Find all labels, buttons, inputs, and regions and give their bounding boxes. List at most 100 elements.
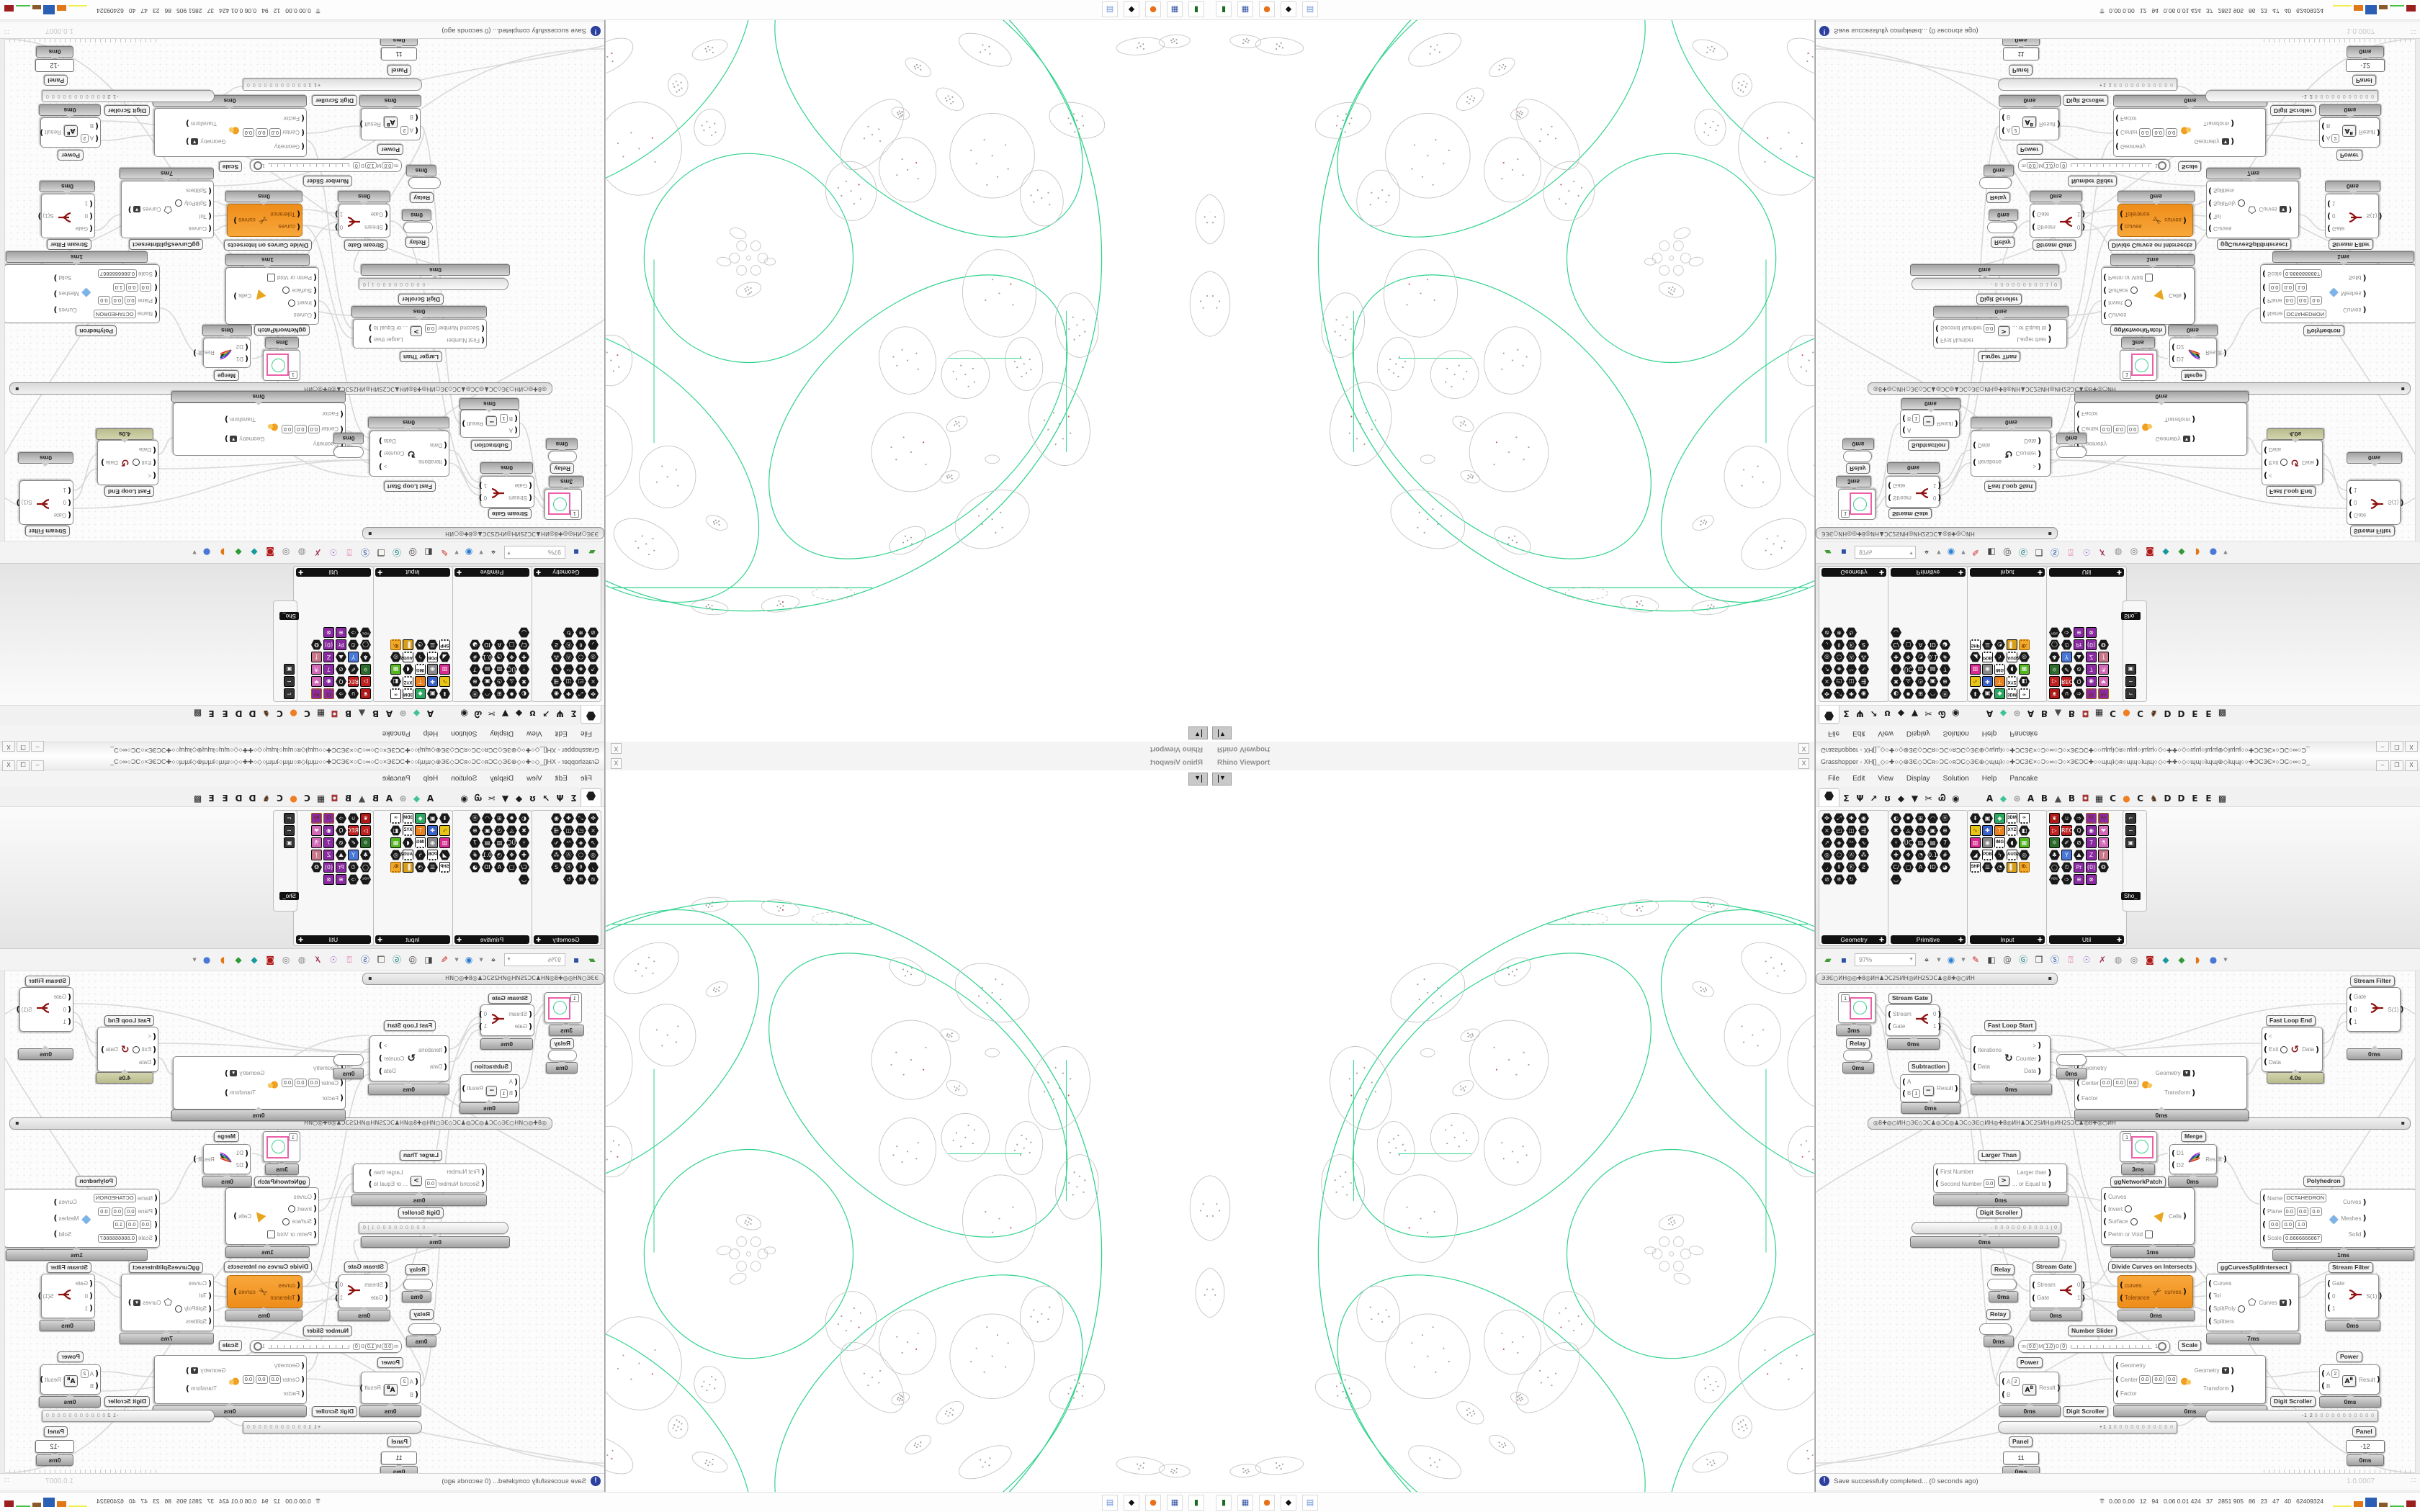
input-pin[interactable]: (A [500,1077,518,1086]
gha-icon[interactable]: Ⓖ [2018,955,2027,965]
gh-component[interactable]: (curves(Tolerance ✂ curves) [2118,1275,2193,1308]
chevron-down-icon[interactable]: ▼ [479,549,483,555]
output-pin[interactable]: Curves ▼) [128,205,161,215]
input-pin[interactable]: (< [133,1032,156,1041]
resize-grip-icon[interactable]: ∷ [2411,27,2416,35]
node-label-power[interactable]: Power [58,150,84,161]
node-label-stream-gate[interactable]: Stream Gate [488,508,532,519]
input-pin[interactable]: (Tolerance [270,210,300,219]
menu-edit[interactable]: Edit [1852,729,1865,737]
input-pin[interactable]: (curves [2120,1281,2150,1290]
bag-icon[interactable]: ⍰ [346,547,352,557]
node-label-polyhedron[interactable]: Polyhedron [76,1176,117,1187]
output-pin[interactable]: >) [2016,1041,2041,1050]
value-chip[interactable]: 0.0 [2296,1207,2309,1216]
output-pin[interactable]: 1) [335,210,343,220]
palette-icon[interactable]: ➩ [2074,688,2084,699]
gh-component[interactable]: (Geometry(Center0.00.00.0(Factor●●Geomet… [2074,1056,2247,1110]
palette-icon[interactable]: ➩ [336,688,346,699]
node-label-scale[interactable]: Scale [2178,161,2202,172]
palette-icon[interactable]: ✜ [1821,813,1832,824]
output-pin[interactable]: Result) [359,120,381,130]
menu-solution[interactable]: Solution [1942,775,1969,783]
palette-icon[interactable]: ⊘ [336,664,346,675]
input-pin[interactable]: (Geometry [282,440,344,449]
palette-icon[interactable]: ✚ [1891,652,1901,662]
palette-icon[interactable]: ◞ [1821,639,1832,650]
output-pin[interactable]: Result) [462,420,483,429]
input-pin[interactable]: (Perim or Void [266,1230,317,1239]
output-pin[interactable]: 0) [479,1009,487,1019]
palette-icon[interactable]: ∞ [390,688,401,699]
close-icon[interactable]: X [1798,743,1809,754]
palette-icon[interactable]: XYZ [403,825,413,836]
chevron-down-icon[interactable]: ▼ [1937,957,1941,963]
output-pin[interactable]: S(1)) [2388,498,2403,508]
palette-icon[interactable]: ◞ [588,639,599,650]
tab-category-9[interactable]: ◉ [460,793,468,804]
node-label-power[interactable]: Power [2017,1357,2043,1368]
output-pin[interactable]: Cells) [2169,292,2187,301]
palette-icon[interactable]: A≡ [2098,813,2109,824]
palette-icon[interactable]: Ⓚ [563,862,574,873]
value-chip[interactable]: 1 [500,1089,508,1098]
speaker-icon[interactable]: ◧ [424,955,433,965]
node-label-digit-scroller[interactable]: Digit Scroller [2270,1396,2316,1407]
palette-icon[interactable]: ◆ [415,813,426,824]
node-label-ggnetworkpatch[interactable]: ggNetworkPatch [2110,1176,2166,1187]
node-label-power[interactable]: Power [377,144,403,155]
node-label-fast-loop-end[interactable]: Fast Loop End [2266,1015,2316,1026]
node-label-stream-gate[interactable]: Stream Gate [344,240,387,251]
input-pin[interactable]: (First Number [425,1167,485,1176]
tab-plugin-13[interactable]: D [248,708,256,719]
palette-icon[interactable]: ❖ [1903,850,1914,860]
input-pin[interactable]: (1 [54,486,71,495]
output-pin[interactable]: Data) [101,1045,118,1054]
canvas-scrollbar[interactable] [2415,971,2420,1473]
palette-icon[interactable]: ◎ [390,850,401,860]
palette-icon[interactable]: ⚗ [2098,837,2109,848]
output-pin[interactable]: Result) [193,1154,215,1164]
palette-icon[interactable]: 7 [323,837,334,848]
palette-icon[interactable]: ▤ [482,664,493,675]
input-pin[interactable]: (Data [418,1062,447,1071]
palette-icon[interactable]: 3DM [403,813,413,824]
output-pin[interactable]: Solid) [2341,1230,2367,1238]
output-pin[interactable]: 0) [1933,494,1941,503]
palette-icon[interactable]: ⌐ [2125,688,2136,699]
node-label-power[interactable]: Power [2336,1351,2362,1362]
gh-component[interactable]: (A 2(B AB Result) [1999,1372,2061,1404]
gh-component[interactable]: (D1(D2 Result) [193,338,251,368]
focus-extents-icon[interactable]: ⌖ [1924,955,1930,965]
palette-icon[interactable]: ❖ [1903,652,1914,662]
palette-icon[interactable]: ◔ [494,850,505,860]
minimize-button[interactable]: – [31,760,44,771]
input-pin[interactable]: (D2 [236,1160,248,1169]
value-chip[interactable]: 0.0 [269,1375,281,1384]
node-label-digit-scroller[interactable]: Digit Scroller [312,1406,357,1417]
palette-icon[interactable]: ✐ [2061,664,2072,675]
window-icon[interactable]: ❒ [2035,547,2043,557]
firefox-app-icon[interactable]: ● [1145,1495,1161,1511]
focus-extents-icon[interactable]: ⌖ [490,547,496,557]
palette-icon[interactable]: ⊘ [2074,837,2084,848]
tab-plugin-15[interactable]: E [2192,793,2198,804]
ball-blue-icon[interactable]: ● [202,547,211,557]
palette-icon[interactable]: A≡ [311,813,322,824]
output-pin[interactable]: Cells) [233,292,251,301]
palette-icon[interactable]: ◠ [1927,813,1938,824]
input-pin[interactable]: (Perim or Void [2103,273,2154,282]
output-pin[interactable]: Larger than) [2012,336,2052,345]
output-pin[interactable]: curves) [233,216,256,225]
tab-plugin-17[interactable]: ▩ [193,708,202,719]
input-pin[interactable]: (Iterations [1973,1045,2002,1054]
value-chip[interactable]: 0.0 [2310,1207,2322,1216]
slider-track[interactable] [2071,163,2153,168]
input-pin[interactable]: (Center 0.0 0.0 0.0 [2076,1078,2139,1088]
tab-category-5[interactable]: ◆ [515,708,523,719]
node-label-panel[interactable]: Panel [2352,75,2376,86]
device-app-icon[interactable]: ▮ [1216,1,1232,17]
relay-pill[interactable] [408,1323,441,1335]
